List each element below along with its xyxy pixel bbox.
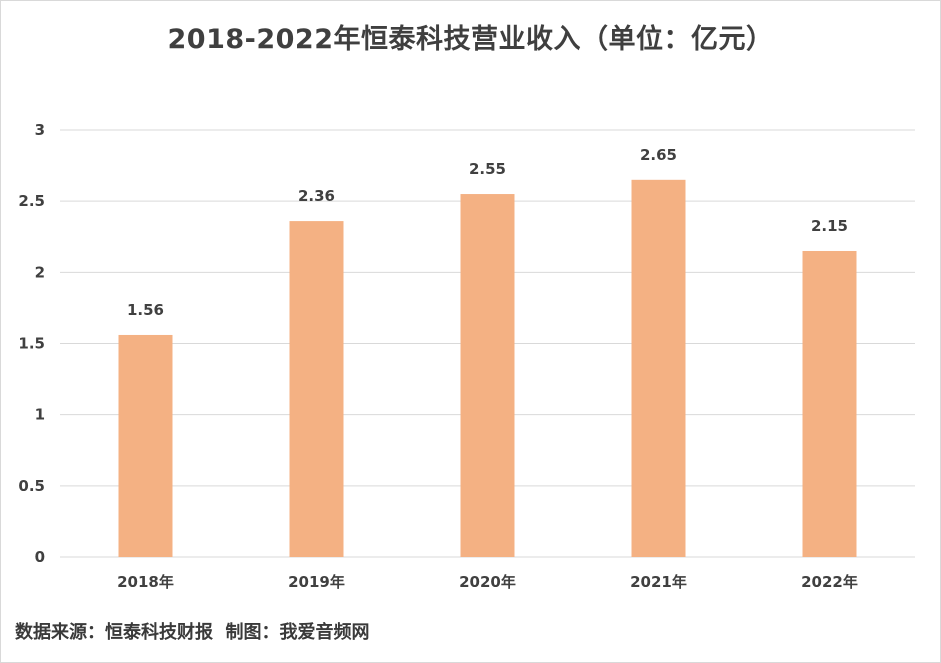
y-tick-label: 0.5 — [18, 477, 45, 495]
y-tick-label: 1.5 — [18, 335, 45, 353]
bar — [460, 194, 515, 558]
x-tick-label: 2020年 — [459, 573, 516, 591]
source-note: 数据来源：恒泰科技财报 制图：我爱音频网 — [15, 622, 370, 643]
data-label: 2.55 — [469, 160, 506, 178]
bar — [118, 334, 173, 557]
chart-title: 2018-2022年恒泰科技营业收入（单位：亿元） — [167, 24, 774, 55]
bar — [802, 250, 857, 557]
bar — [631, 179, 686, 558]
x-tick-label: 2018年 — [117, 573, 174, 591]
data-label: 2.15 — [811, 217, 848, 235]
data-label: 2.65 — [640, 146, 677, 164]
y-tick-label: 2.5 — [18, 192, 45, 210]
x-tick-label: 2022年 — [801, 573, 858, 591]
y-tick-label: 0 — [35, 548, 45, 566]
x-tick-label: 2021年 — [630, 573, 687, 591]
data-labels: 1.56 2.36 2.55 2.65 2.15 — [127, 146, 848, 319]
x-axis-ticks: 2018年 2019年 2020年 2021年 2022年 — [117, 573, 858, 591]
y-tick-label: 1 — [35, 406, 45, 424]
x-tick-label: 2019年 — [288, 573, 345, 591]
bar — [289, 221, 344, 558]
data-label: 2.36 — [298, 187, 335, 205]
bars — [118, 179, 857, 558]
y-axis-ticks: 0 0.5 1 1.5 2 2.5 3 — [18, 121, 45, 566]
y-tick-label: 2 — [35, 263, 45, 281]
data-label: 1.56 — [127, 301, 164, 319]
y-tick-label: 3 — [35, 121, 45, 139]
